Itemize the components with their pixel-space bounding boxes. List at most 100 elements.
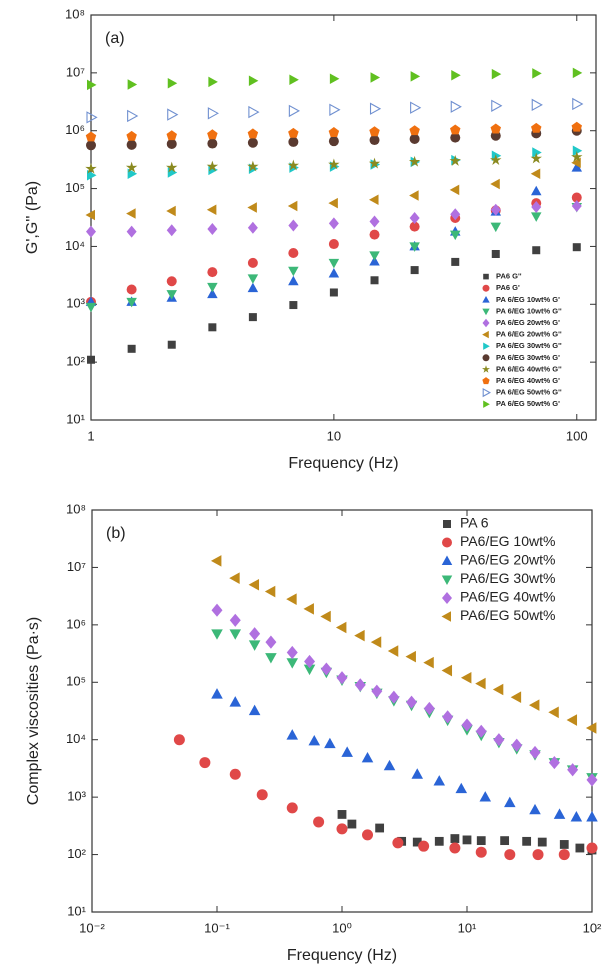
- legend-label: PA 6: [460, 515, 489, 531]
- data-point: [383, 759, 396, 771]
- legend-label: PA 6/EG 40wt% G': [496, 376, 560, 385]
- legend-label: PA6/EG 20wt%: [460, 552, 555, 568]
- data-point: [409, 221, 420, 232]
- data-point: [85, 209, 95, 221]
- data-point: [418, 840, 430, 852]
- data-point: [354, 678, 366, 692]
- data-point: [537, 837, 547, 847]
- data-point: [328, 136, 339, 147]
- data-point: [586, 773, 598, 787]
- data-point: [369, 126, 380, 137]
- legend-marker: [482, 387, 491, 398]
- data-point: [375, 823, 385, 833]
- data-point: [286, 645, 298, 660]
- y-tick-label: 10³: [67, 789, 86, 804]
- series: [211, 688, 598, 822]
- data-point: [449, 154, 461, 166]
- data-point: [125, 161, 138, 173]
- data-point: [166, 138, 177, 149]
- data-point: [532, 68, 542, 79]
- data-point: [328, 217, 339, 230]
- data-point: [247, 221, 258, 234]
- data-point: [207, 107, 220, 120]
- data-point: [532, 246, 541, 255]
- x-tick-label: 10¹: [458, 920, 477, 935]
- data-point: [86, 225, 96, 238]
- data-point: [571, 121, 582, 132]
- data-point: [127, 168, 138, 180]
- data-point: [336, 823, 348, 835]
- data-point: [286, 658, 299, 669]
- data-point: [409, 125, 420, 136]
- y-tick-label: 10³: [66, 296, 85, 311]
- series: [87, 243, 581, 364]
- data-point: [450, 124, 461, 135]
- data-point: [409, 212, 420, 224]
- data-point: [329, 73, 340, 85]
- data-point: [491, 68, 502, 80]
- x-tick-label: 1: [87, 428, 94, 443]
- data-point: [371, 684, 383, 698]
- data-point: [490, 154, 502, 165]
- legend-label: PA6 G': [496, 283, 520, 292]
- series: [85, 151, 583, 174]
- data-point: [492, 683, 504, 696]
- x-tick-label: 10⁻²: [79, 920, 105, 935]
- data-point: [410, 101, 422, 114]
- data-point: [572, 97, 584, 111]
- data-point: [289, 74, 299, 85]
- data-point: [369, 229, 380, 240]
- data-point: [530, 168, 541, 180]
- data-point: [166, 224, 177, 237]
- data-point: [207, 138, 218, 149]
- legend-label: PA 6/EG 50wt% G'': [496, 388, 562, 397]
- data-point: [87, 79, 97, 91]
- data-point: [247, 160, 259, 172]
- data-point: [450, 100, 462, 113]
- data-point: [490, 203, 501, 216]
- legend-label: PA 6/EG 10wt% G': [496, 295, 560, 304]
- data-point: [493, 733, 505, 747]
- data-point: [126, 225, 137, 238]
- data-point: [320, 662, 332, 676]
- legend-label: PA 6/EG 20wt% G'': [496, 330, 562, 339]
- data-point: [449, 184, 460, 196]
- legend-label: PA 6/EG 20wt% G': [496, 318, 560, 327]
- y-tick-label: 10⁸: [65, 6, 85, 21]
- y-tick-label: 10⁶: [66, 616, 86, 631]
- legend-marker: [441, 555, 453, 565]
- series: [211, 603, 598, 787]
- data-point: [328, 258, 340, 269]
- y-tick-label: 10⁶: [65, 122, 85, 137]
- data-point: [303, 603, 314, 615]
- data-point: [548, 706, 559, 719]
- data-point: [410, 266, 419, 275]
- data-point: [256, 789, 268, 801]
- data-point: [530, 212, 542, 222]
- y-tick-label: 10²: [66, 354, 85, 369]
- data-point: [127, 79, 138, 90]
- legend-label: PA6/EG 40wt%: [460, 589, 555, 605]
- data-point: [571, 162, 583, 172]
- data-point: [85, 302, 97, 313]
- data-point: [247, 202, 257, 213]
- data-point: [85, 131, 97, 142]
- legend-marker: [482, 308, 490, 316]
- data-point: [531, 122, 542, 133]
- data-point: [528, 699, 540, 711]
- data-point: [288, 136, 299, 147]
- data-point: [370, 72, 381, 83]
- y-tick-label: 10¹: [66, 411, 85, 426]
- data-point: [585, 722, 597, 734]
- data-point: [248, 313, 257, 322]
- data-point: [369, 135, 380, 146]
- data-point: [208, 76, 218, 88]
- data-point: [248, 75, 259, 87]
- data-point: [211, 688, 223, 699]
- data-point: [572, 145, 583, 157]
- data-point: [530, 185, 542, 196]
- data-point: [288, 127, 299, 138]
- data-point: [411, 768, 424, 779]
- data-point: [167, 78, 178, 89]
